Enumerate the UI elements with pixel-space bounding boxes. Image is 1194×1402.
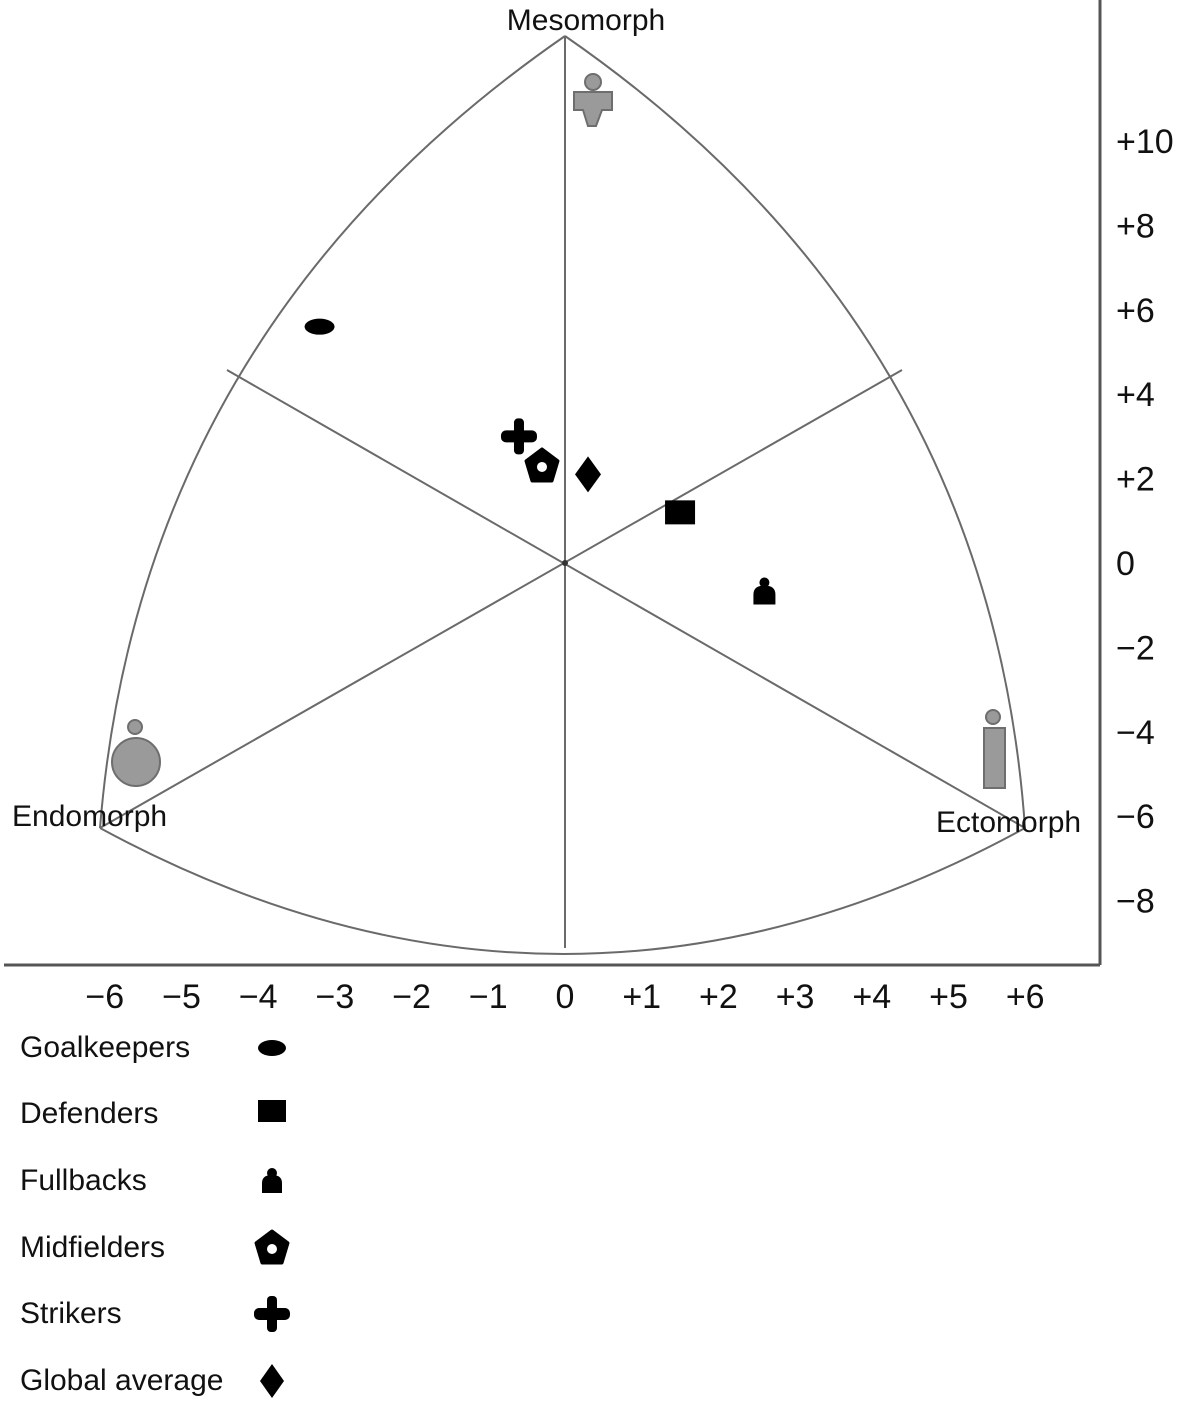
y-tick-label: −4	[1116, 714, 1155, 752]
legend-item-strikers: Strikers	[20, 1294, 380, 1334]
x-tick-label: +4	[852, 978, 891, 1010]
y-tick-label: +8	[1116, 207, 1155, 245]
diagonal-left	[99, 369, 903, 829]
legend-item-goalkeepers: Goalkeepers	[20, 1028, 380, 1068]
pentagon-ring-marker-icon	[254, 1229, 290, 1265]
y-tick-label: +2	[1116, 461, 1155, 499]
corner-figures	[111, 73, 1006, 789]
mesomorph-figure	[573, 73, 613, 127]
y-tick-label: −6	[1116, 798, 1155, 836]
right-arc	[564, 35, 1026, 829]
plot-frame	[4, 0, 1102, 967]
x-tick-label: +5	[929, 978, 968, 1010]
endomorph-figure	[111, 719, 161, 787]
square-marker-icon	[258, 1100, 286, 1122]
x-tick-label: −5	[162, 978, 201, 1010]
diagonal-right	[226, 369, 1026, 829]
label-mesomorph: Mesomorph	[507, 4, 665, 37]
x-tick-label: +2	[699, 978, 738, 1010]
x-tick-label: −6	[85, 978, 124, 1010]
origin-dot	[562, 560, 568, 566]
y-tick-label: −2	[1116, 629, 1155, 667]
point-midfielders	[524, 447, 560, 483]
x-tick-label: +6	[1006, 978, 1045, 1010]
x-tick-label: −2	[392, 978, 431, 1010]
y-tick-label: +10	[1116, 123, 1174, 161]
legend-label-defenders: Defenders	[20, 1097, 159, 1130]
legend-label-fullbacks: Fullbacks	[20, 1164, 147, 1197]
y-tick-label: 0	[1116, 545, 1135, 583]
bottom-arc	[99, 827, 1026, 955]
x-tick-label: −1	[469, 978, 508, 1010]
point-defenders	[665, 500, 696, 525]
point-fullbacks	[753, 577, 776, 605]
y-axis-ticks: +10 +8 +6 +4 +2 0 −2 −4 −6 −8	[1116, 123, 1174, 921]
ellipse-marker-icon	[258, 1040, 286, 1056]
left-arc	[99, 35, 566, 829]
x-tick-label: +1	[622, 978, 661, 1010]
x-tick-label: −3	[316, 978, 355, 1010]
legend-item-defenders: Defenders	[20, 1094, 380, 1134]
somatochart: Mesomorph Endomorph Ectomorph −6 −5 −4 −3 −2…	[4, 0, 1174, 1010]
x-tick-label: −4	[239, 978, 278, 1010]
legend-label-goalkeepers: Goalkeepers	[20, 1031, 191, 1064]
ectomorph-figure	[983, 709, 1006, 789]
legend-label-midfielders: Midfielders	[20, 1231, 166, 1264]
data-points	[304, 318, 776, 605]
point-strikers	[500, 418, 537, 455]
corner-labels: Mesomorph Endomorph Ectomorph	[12, 4, 1081, 839]
legend-label-strikers: Strikers	[20, 1297, 122, 1330]
y-tick-label: +4	[1116, 376, 1155, 414]
legend-label-global-average: Global average	[20, 1364, 224, 1397]
x-tick-label: 0	[556, 978, 575, 1010]
x-axis-ticks: −6 −5 −4 −3 −2 −1 0 +1 +2 +3 +4 +5 +6	[85, 978, 1044, 1010]
point-goalkeepers	[304, 318, 335, 335]
legend-item-midfielders: Midfielders	[20, 1228, 380, 1268]
legend: Goalkeepers Defenders Fullbacks Midfield…	[0, 1020, 400, 1400]
legend-item-fullbacks: Fullbacks	[20, 1161, 380, 1201]
y-tick-label: +6	[1116, 292, 1155, 330]
cross-marker-icon	[254, 1296, 290, 1332]
y-tick-label: −8	[1116, 883, 1155, 921]
somatochart-outline	[99, 35, 1026, 955]
stacked-dome-marker-icon	[262, 1168, 282, 1193]
legend-item-global-average: Global average	[20, 1361, 380, 1401]
diamond-marker-icon	[260, 1364, 284, 1398]
label-endomorph: Endomorph	[12, 800, 167, 833]
label-ectomorph: Ectomorph	[936, 806, 1081, 839]
x-tick-label: +3	[776, 978, 815, 1010]
point-global-average	[575, 456, 602, 493]
